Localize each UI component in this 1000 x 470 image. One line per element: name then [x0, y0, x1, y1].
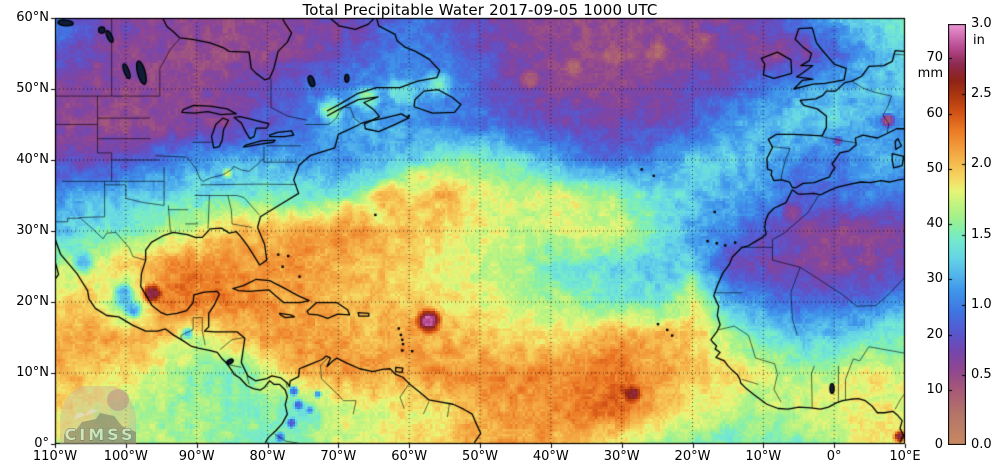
colorbar-mm-tick-label: 40 — [926, 216, 943, 231]
colorbar-inch-tick-label: 2.5 — [971, 86, 992, 102]
x-axis-tick-label: 90°W — [178, 449, 215, 464]
colorbar-inch-unit: in — [973, 33, 985, 48]
x-axis-tick-label: 30°W — [603, 449, 640, 464]
cimss-logo: CIMSS — [60, 386, 136, 444]
y-axis-tick-label: 20°N — [16, 294, 49, 309]
logo-dish-icons — [73, 408, 98, 420]
x-axis-tick-label: 50°W — [462, 449, 498, 464]
x-axis-tick-label: 100°W — [103, 449, 148, 464]
x-axis-tick-label: 0° — [826, 449, 842, 464]
logo-moon-icon — [107, 389, 129, 411]
colorbar-inch-tick-label: 1.0 — [971, 296, 992, 312]
colorbar — [948, 24, 966, 445]
colorbar-mm-tick-label: 10 — [926, 381, 943, 397]
x-axis-tick-label: 80°W — [249, 449, 286, 464]
x-axis-tick-label: 70°W — [320, 449, 357, 464]
x-axis-tick-label: 20°W — [674, 449, 711, 464]
colorbar-mm-tick-label: 70 — [926, 50, 943, 66]
y-axis-tick-label: 0° — [34, 436, 49, 451]
colorbar-mm-unit: mm — [917, 66, 943, 82]
colorbar-mm-tick-label: 0 — [934, 437, 943, 452]
x-axis-tick-label: 40°W — [532, 449, 569, 464]
colorbar-inch-tick-label: 0.5 — [971, 366, 992, 382]
colorbar-inch-tick-label: 3.0 — [971, 16, 992, 31]
colorbar-mm-tick-label: 20 — [926, 326, 943, 342]
colorbar-mm-tick-label: 50 — [926, 160, 943, 176]
x-axis-tick-label: 10°E — [889, 449, 921, 464]
colorbar-mm-tick-label: 30 — [926, 271, 943, 287]
y-axis-tick-label: 50°N — [16, 81, 49, 96]
colorbar-inch-tick-label: 0.0 — [971, 437, 992, 452]
y-axis-tick-label: 40°N — [16, 152, 49, 167]
colorbar-mm-tick-label: 60 — [926, 105, 943, 121]
colorbar-inch-tick-label: 1.5 — [971, 226, 992, 242]
logo-text: CIMSS — [65, 425, 136, 444]
x-axis-tick-label: 10°W — [745, 449, 782, 464]
logo-observatory-icon — [64, 413, 136, 444]
x-axis-tick-label: 110°W — [32, 449, 78, 464]
y-axis-tick-label: 60°N — [16, 10, 49, 25]
y-axis-tick-label: 30°N — [16, 223, 49, 238]
y-axis-tick-label: 10°N — [16, 365, 49, 380]
colorbar-inch-tick-label: 2.0 — [971, 156, 992, 172]
x-axis-tick-label: 60°W — [391, 449, 428, 464]
